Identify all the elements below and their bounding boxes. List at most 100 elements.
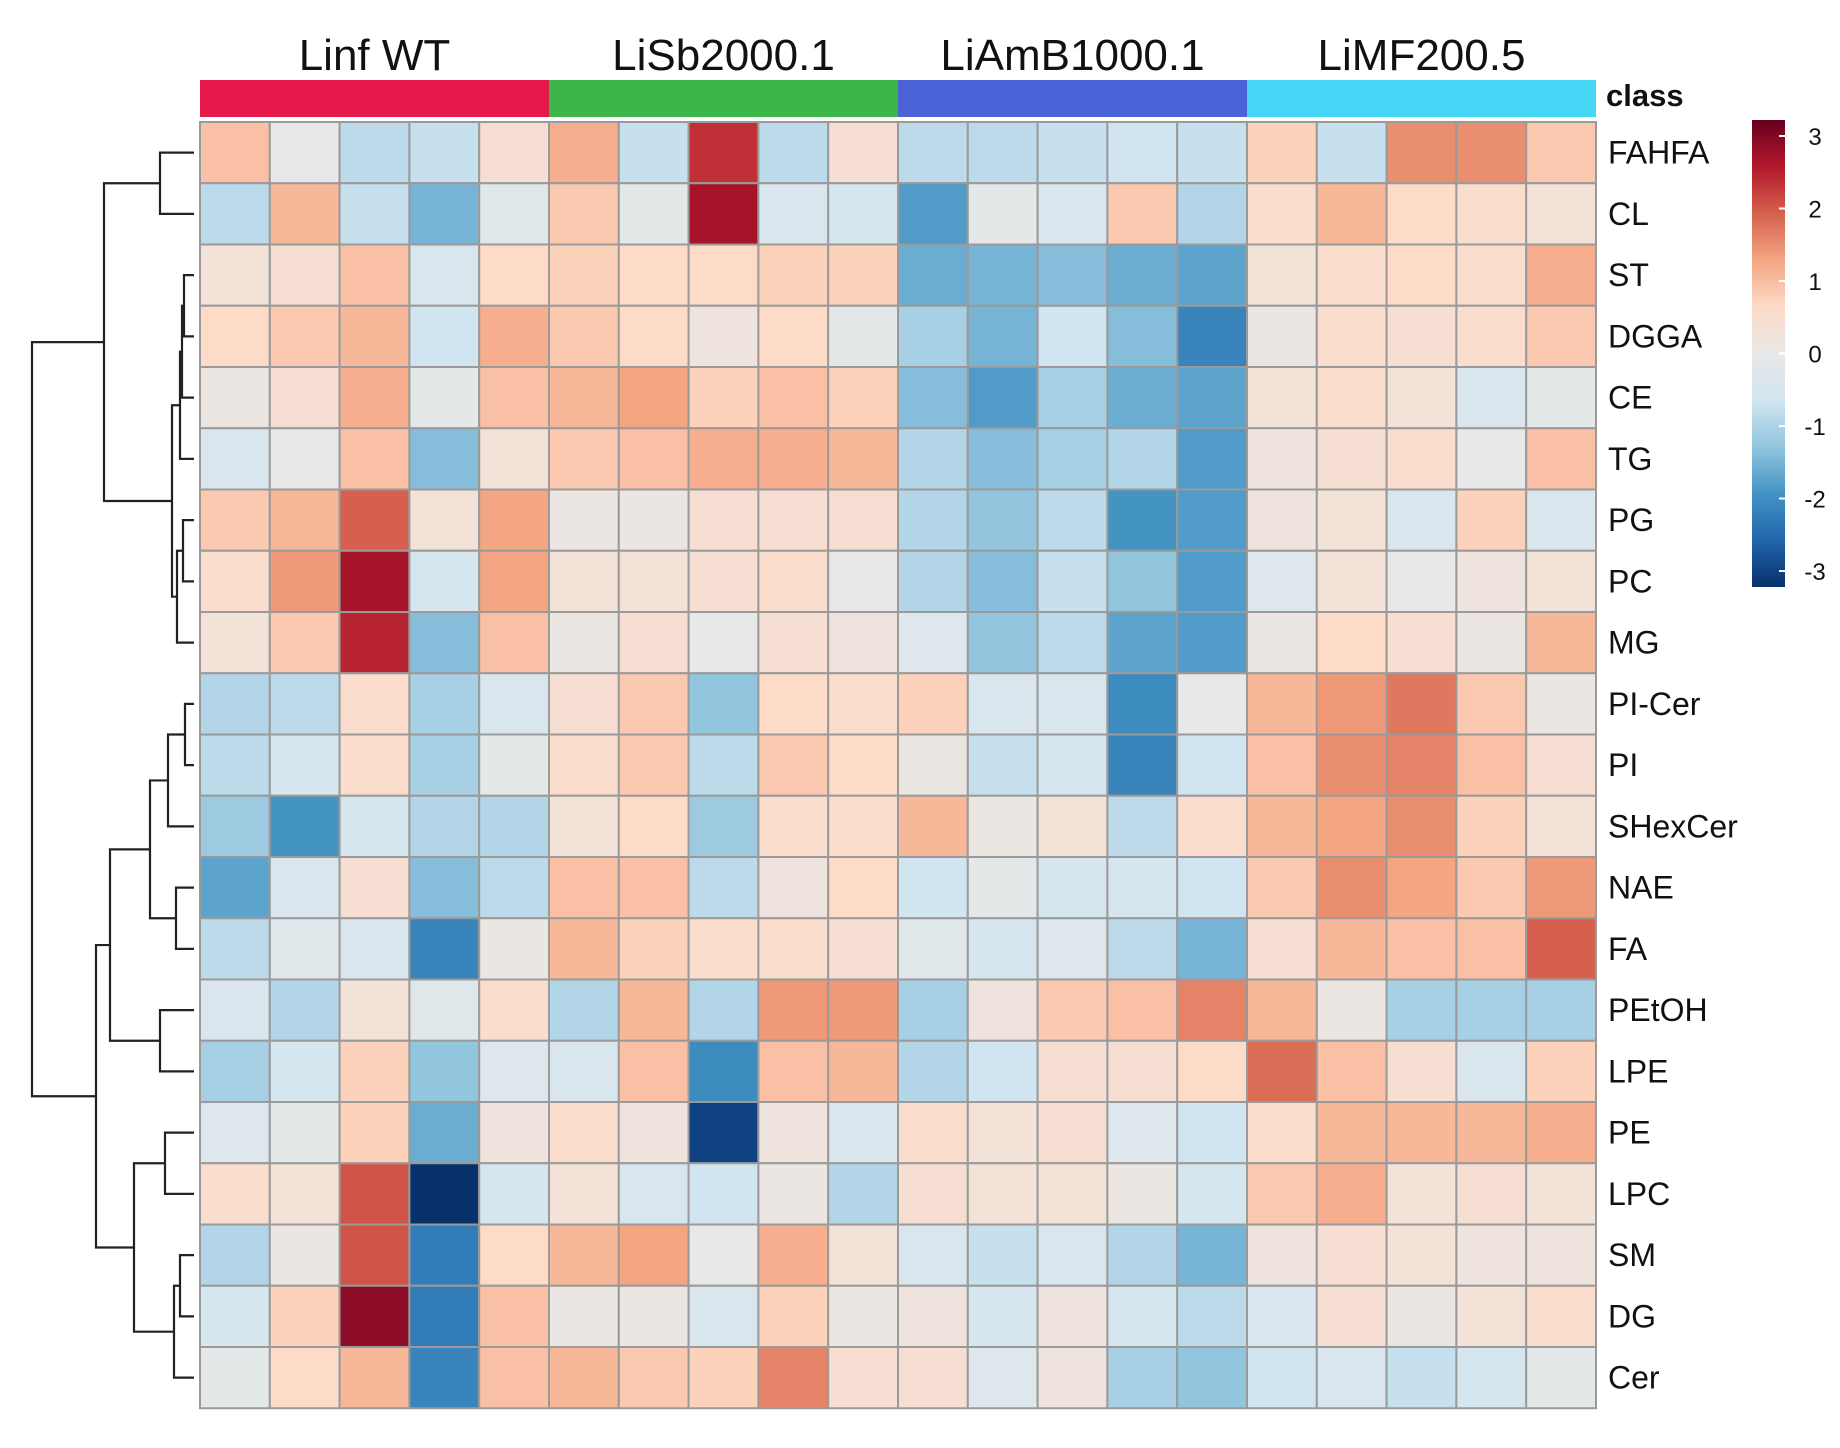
heatmap-cell xyxy=(408,1223,481,1287)
heatmap-cell xyxy=(1525,243,1597,307)
heatmap-cell xyxy=(408,488,481,552)
heatmap-cell xyxy=(687,672,760,736)
heatmap-cell xyxy=(1176,1223,1248,1287)
heatmap-cell xyxy=(408,794,481,858)
heatmap-cell xyxy=(1246,672,1318,736)
heatmap-cell xyxy=(1176,366,1248,430)
heatmap-cell xyxy=(1525,1101,1597,1165)
heatmap-cell xyxy=(1176,1101,1248,1165)
heatmap-cell xyxy=(827,243,900,307)
heatmap-cell xyxy=(1525,488,1597,552)
heatmap-cell xyxy=(687,917,760,981)
heatmap-cell xyxy=(478,1346,551,1410)
heatmap-cell xyxy=(1106,1223,1179,1287)
heatmap-cell xyxy=(1455,672,1528,736)
legend-tick-label: 1 xyxy=(1808,269,1821,296)
heatmap-cell xyxy=(1246,1162,1318,1226)
heatmap-cell xyxy=(1106,243,1179,307)
heatmap-cell xyxy=(827,1101,900,1165)
heatmap-cell xyxy=(268,304,341,368)
heatmap-cell xyxy=(687,1162,760,1226)
heatmap-cell xyxy=(478,1039,551,1103)
heatmap-cell xyxy=(1246,488,1318,552)
heatmap-cell xyxy=(338,366,411,430)
heatmap-cell xyxy=(1106,488,1179,552)
heatmap-cell xyxy=(687,1284,760,1348)
heatmap-cell xyxy=(1315,672,1388,736)
heatmap-cell xyxy=(1106,733,1179,797)
heatmap-cell xyxy=(1455,856,1528,920)
heatmap-cell xyxy=(897,917,969,981)
heatmap-cell xyxy=(897,488,969,552)
heatmap-cell xyxy=(548,917,620,981)
heatmap-cell xyxy=(757,121,830,185)
heatmap-cell xyxy=(757,488,830,552)
heatmap-cell xyxy=(1036,1223,1109,1287)
heatmap-cell xyxy=(199,856,271,920)
heatmap-cell xyxy=(548,304,620,368)
heatmap-cell xyxy=(966,1162,1039,1226)
heatmap-cell xyxy=(478,978,551,1042)
heatmap-cell xyxy=(338,856,411,920)
heatmap-cell xyxy=(1036,1284,1109,1348)
heatmap-cell xyxy=(1385,794,1458,858)
class-bar-segment xyxy=(200,80,549,117)
heatmap-cell xyxy=(1246,1039,1318,1103)
heatmap-cell xyxy=(1176,549,1248,613)
heatmap-cell xyxy=(268,917,341,981)
heatmap-cell xyxy=(1455,978,1528,1042)
heatmap-cell xyxy=(199,549,271,613)
heatmap-cell xyxy=(1106,1162,1179,1226)
row-label: CE xyxy=(1608,380,1652,416)
heatmap-cell xyxy=(827,366,900,430)
heatmap-cell xyxy=(687,427,760,491)
heatmap-cell xyxy=(1246,121,1318,185)
heatmap-cell xyxy=(827,672,900,736)
heatmap-cell xyxy=(617,488,690,552)
heatmap-cell xyxy=(1036,243,1109,307)
heatmap-cell xyxy=(478,1162,551,1226)
heatmap-cell xyxy=(1176,611,1248,675)
heatmap-cell xyxy=(966,304,1039,368)
heatmap-cell xyxy=(1525,794,1597,858)
heatmap-cell xyxy=(1385,917,1458,981)
heatmap-cell xyxy=(199,427,271,491)
dendrogram-branch xyxy=(158,1009,194,1073)
heatmap-cell xyxy=(1315,917,1388,981)
heatmap-cell xyxy=(338,1223,411,1287)
dendrogram-branch xyxy=(108,848,160,1042)
heatmap-cell xyxy=(338,1039,411,1103)
heatmap-cell xyxy=(757,611,830,675)
heatmap-cell xyxy=(897,856,969,920)
heatmap-cell xyxy=(1455,182,1528,246)
heatmap-cell xyxy=(1525,1039,1597,1103)
heatmap-cell xyxy=(1525,856,1597,920)
heatmap-cell xyxy=(1106,304,1179,368)
heatmap-cell xyxy=(199,917,271,981)
heatmap-cell xyxy=(1036,549,1109,613)
heatmap-cell xyxy=(268,243,341,307)
heatmap-cell xyxy=(827,794,900,858)
heatmap-cell xyxy=(1246,1101,1318,1165)
heatmap-cell xyxy=(757,917,830,981)
heatmap-cell xyxy=(757,672,830,736)
group-label: LiMF200.5 xyxy=(1318,31,1526,80)
heatmap-cell xyxy=(1385,1284,1458,1348)
heatmap-cell xyxy=(199,304,271,368)
heatmap-cell xyxy=(478,733,551,797)
heatmap-cell xyxy=(1106,794,1179,858)
heatmap-cell xyxy=(338,1346,411,1410)
heatmap-cell xyxy=(1036,794,1109,858)
heatmap-cell xyxy=(478,427,551,491)
heatmap-cell xyxy=(338,672,411,736)
heatmap-cell xyxy=(268,794,341,858)
heatmap-cell xyxy=(1246,243,1318,307)
heatmap-cell xyxy=(1106,1101,1179,1165)
heatmap-cell xyxy=(478,304,551,368)
heatmap-cell xyxy=(1106,121,1179,185)
heatmap-cell xyxy=(1106,856,1179,920)
heatmap-cell xyxy=(1106,978,1179,1042)
heatmap-cell xyxy=(548,733,620,797)
heatmap-cell xyxy=(1385,1039,1458,1103)
heatmap-cell xyxy=(1036,1162,1109,1226)
